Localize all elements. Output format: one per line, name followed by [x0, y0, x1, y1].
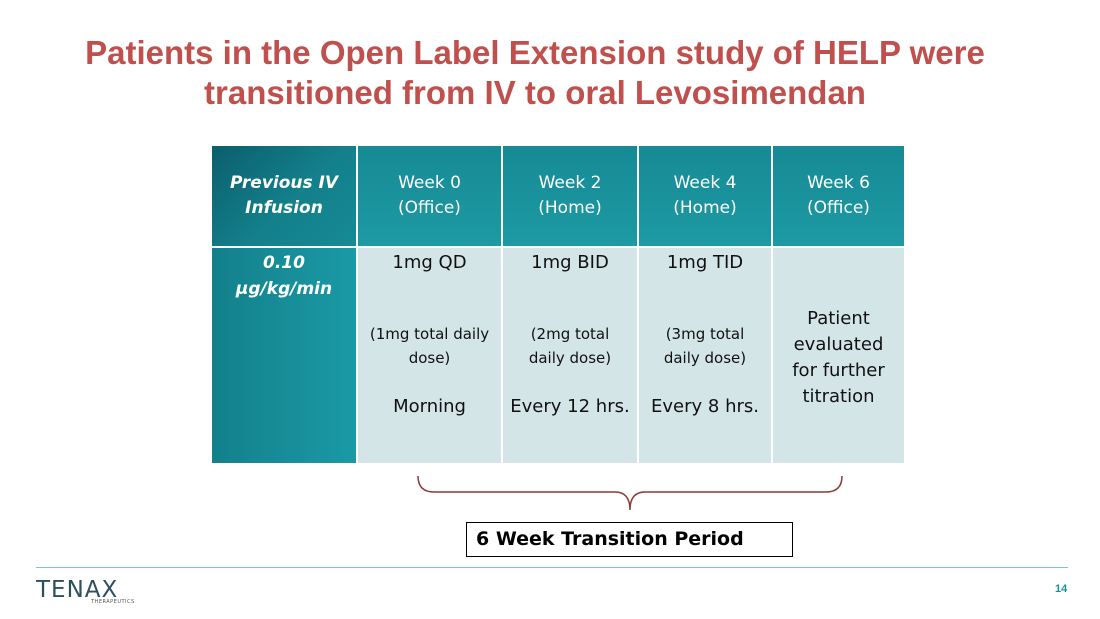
iv-rate-value: 0.10	[263, 253, 305, 273]
week-6-evaluation-line-2: evaluated	[793, 334, 884, 355]
transition-brace	[417, 475, 843, 511]
week-4-header: Week 4 (Home)	[637, 144, 773, 248]
previous-iv-header-line-1: Previous IV	[229, 173, 339, 193]
tenax-logo: TENAX THERAPEUTICS	[36, 578, 146, 608]
week-2-total-line-2: daily dose)	[528, 349, 612, 367]
week-2-label: Week 2	[538, 173, 602, 193]
transition-period-label: 6 Week Transition Period	[466, 522, 793, 557]
week-6-cell: Patient evaluated for further titration	[771, 246, 906, 465]
week-2-timing: Every 12 hrs.	[510, 396, 630, 417]
week-4-cell: 1mg TID (3mg total daily dose) Every 8 h…	[637, 246, 773, 465]
week-0-label: Week 0	[398, 173, 461, 193]
week-0-timing: Morning	[393, 396, 466, 417]
week-2-place: (Home)	[538, 198, 602, 218]
iv-rate-cell: 0.10 µg/kg/min	[210, 246, 358, 465]
week-4-total-line-2: daily dose)	[663, 349, 747, 367]
week-0-total-line-2: dose)	[408, 349, 451, 367]
week-0-place: (Office)	[398, 198, 461, 218]
week-2-total-line-1: (2mg total	[530, 325, 610, 343]
table-body-row: 0.10 µg/kg/min 1mg QD (1mg total daily d…	[210, 246, 906, 465]
week-4-label: Week 4	[673, 173, 737, 193]
slide-title-line-1: Patients in the Open Label Extension stu…	[85, 34, 985, 71]
week-6-evaluation-line-4: titration	[802, 386, 875, 407]
logo-subtitle: THERAPEUTICS	[91, 599, 135, 605]
week-0-header: Week 0 (Office)	[356, 144, 503, 248]
week-0-total-line-1: (1mg total daily	[369, 325, 490, 343]
slide-title: Patients in the Open Label Extension stu…	[20, 33, 1050, 113]
week-2-total-dose: (2mg total daily dose)	[507, 322, 633, 370]
week-6-evaluation-line-3: for further	[792, 360, 885, 381]
week-6-evaluation-line-1: Patient	[807, 308, 870, 329]
week-4-place: (Home)	[673, 198, 737, 218]
week-0-total-dose: (1mg total daily dose)	[362, 322, 497, 370]
logo-wordmark: TENAX	[36, 577, 119, 603]
week-2-header: Week 2 (Home)	[501, 144, 639, 248]
week-6-label: Week 6	[807, 173, 870, 193]
week-0-cell: 1mg QD (1mg total daily dose) Morning	[356, 246, 503, 465]
week-6-place: (Office)	[807, 198, 870, 218]
week-2-dose: 1mg BID	[531, 252, 609, 273]
week-2-cell: 1mg BID (2mg total daily dose) Every 12 …	[501, 246, 639, 465]
slide-title-line-2: transitioned from IV to oral Levosimenda…	[204, 74, 866, 111]
dosing-schedule-table: Previous IV Infusion Week 0 (Office) Wee…	[210, 144, 906, 465]
week-4-total-dose: (3mg total daily dose)	[643, 322, 767, 370]
page-number: 14	[1055, 583, 1068, 595]
iv-rate-unit: µg/kg/min	[235, 279, 333, 299]
week-6-evaluation: Patient evaluated for further titration	[777, 306, 900, 410]
footer-divider	[36, 567, 1068, 568]
previous-iv-header-line-2: Infusion	[245, 198, 323, 218]
week-0-dose: 1mg QD	[392, 252, 467, 273]
previous-iv-header: Previous IV Infusion	[210, 144, 358, 248]
week-4-dose: 1mg TID	[666, 252, 744, 273]
table-header-row: Previous IV Infusion Week 0 (Office) Wee…	[210, 144, 906, 248]
week-4-total-line-1: (3mg total	[665, 325, 745, 343]
week-4-timing: Every 8 hrs.	[651, 396, 759, 417]
week-6-header: Week 6 (Office)	[771, 144, 906, 248]
